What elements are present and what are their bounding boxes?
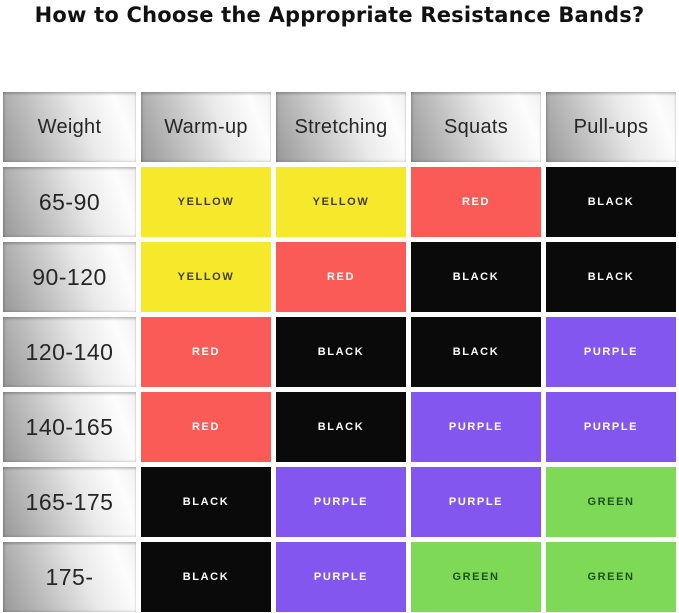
band-cell-black: BLACK xyxy=(276,317,406,388)
column-header-warm-up: Warm-up xyxy=(141,92,271,163)
weight-range: 65-90 xyxy=(3,167,136,238)
band-cell-green: GREEN xyxy=(546,467,676,538)
band-cell-red: RED xyxy=(276,242,406,313)
weight-range: 90-120 xyxy=(3,242,136,313)
band-cell-purple: PURPLE xyxy=(546,392,676,463)
band-cell-purple: PURPLE xyxy=(546,317,676,388)
column-header-weight: Weight xyxy=(3,92,136,163)
band-cell-purple: PURPLE xyxy=(276,467,406,538)
band-cell-green: GREEN xyxy=(411,542,541,613)
band-cell-red: RED xyxy=(141,317,271,388)
band-cell-purple: PURPLE xyxy=(411,467,541,538)
column-header-stretching: Stretching xyxy=(276,92,406,163)
column-header-squats: Squats xyxy=(411,92,541,163)
weight-range: 120-140 xyxy=(3,317,136,388)
band-cell-yellow: YELLOW xyxy=(141,242,271,313)
weight-range: 175- xyxy=(3,542,136,613)
resistance-table: Weight Warm-up Stretching Squats Pull-ups 65-… xyxy=(3,92,676,613)
band-cell-black: BLACK xyxy=(546,167,676,238)
band-cell-purple: PURPLE xyxy=(276,542,406,613)
band-cell-red: RED xyxy=(141,392,271,463)
band-cell-black: BLACK xyxy=(141,467,271,538)
band-cell-red: RED xyxy=(411,167,541,238)
band-cell-yellow: YELLOW xyxy=(141,167,271,238)
weight-range: 165-175 xyxy=(3,467,136,538)
column-header-pull-ups: Pull-ups xyxy=(546,92,676,163)
band-cell-purple: PURPLE xyxy=(411,392,541,463)
band-cell-black: BLACK xyxy=(546,242,676,313)
band-cell-black: BLACK xyxy=(411,317,541,388)
band-cell-black: BLACK xyxy=(411,242,541,313)
page-title: How to Choose the Appropriate Resistance… xyxy=(34,3,645,27)
band-cell-black: BLACK xyxy=(141,542,271,613)
weight-range: 140-165 xyxy=(3,392,136,463)
band-cell-yellow: YELLOW xyxy=(276,167,406,238)
band-cell-green: GREEN xyxy=(546,542,676,613)
band-cell-black: BLACK xyxy=(276,392,406,463)
